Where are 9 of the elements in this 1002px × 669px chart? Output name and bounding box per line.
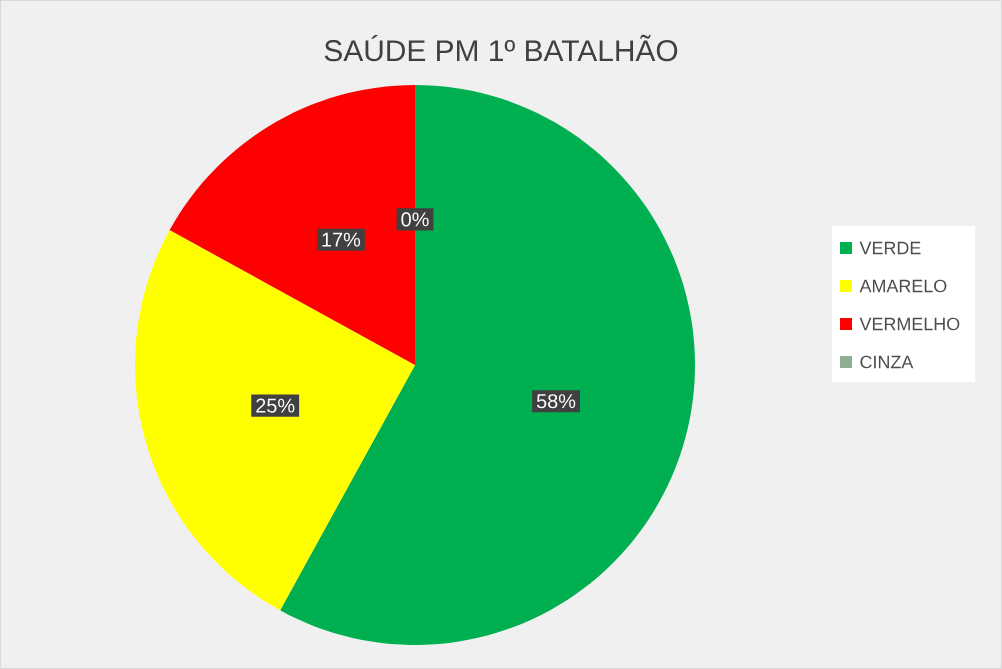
chart-title: SAÚDE PM 1º BATALHÃO xyxy=(324,34,678,62)
legend-label: AMARELO xyxy=(859,279,947,293)
legend-label: VERDE xyxy=(859,241,921,255)
data-label: 17% xyxy=(322,232,361,247)
text: 0% xyxy=(401,212,429,227)
data-label: 58% xyxy=(536,394,576,409)
data-label: 25% xyxy=(256,398,295,413)
legend-label: VERMELHO xyxy=(859,317,960,331)
legend-label: CINZA xyxy=(860,355,914,369)
